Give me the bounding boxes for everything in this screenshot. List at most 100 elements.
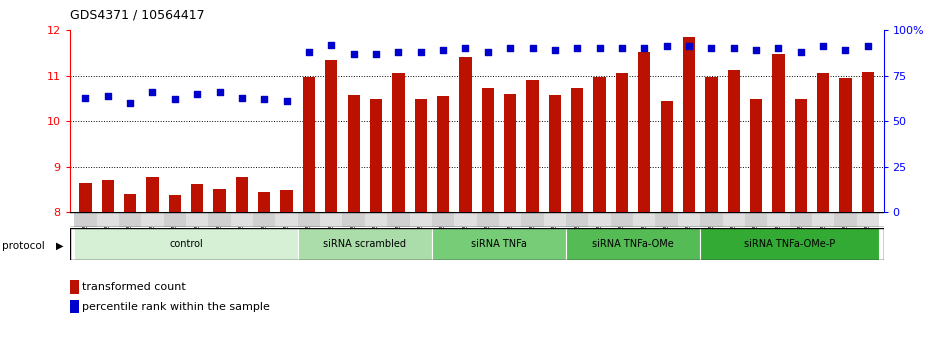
Bar [365, 212, 387, 227]
Point [749, 47, 764, 53]
Bar [97, 212, 119, 227]
Text: percentile rank within the sample: percentile rank within the sample [82, 302, 270, 312]
Point [704, 45, 719, 51]
Bar [437, 96, 449, 212]
Point [659, 44, 674, 49]
Bar [526, 80, 538, 212]
Bar [549, 95, 561, 212]
Point [167, 97, 182, 102]
Bar [432, 212, 454, 227]
Point [301, 49, 316, 55]
Bar [522, 212, 544, 227]
Point [548, 47, 563, 53]
Point [682, 44, 697, 49]
Bar [589, 212, 611, 227]
Point [838, 47, 853, 53]
Bar [119, 212, 141, 227]
Point [481, 49, 496, 55]
Bar [348, 95, 360, 212]
Bar [253, 212, 275, 227]
Text: siRNA TNFa: siRNA TNFa [471, 239, 527, 249]
Bar [544, 212, 566, 227]
Bar [101, 179, 113, 212]
Bar [231, 212, 253, 227]
Bar [432, 228, 566, 260]
Bar [164, 212, 186, 227]
Point [458, 45, 472, 51]
Text: transformed count: transformed count [82, 282, 186, 292]
Point [391, 49, 405, 55]
Point [123, 100, 138, 106]
Bar [660, 101, 672, 212]
Point [190, 91, 205, 97]
Bar [504, 94, 516, 212]
Bar [857, 212, 879, 227]
Bar [700, 212, 723, 227]
Bar [342, 212, 365, 227]
Bar [320, 212, 342, 227]
Point [793, 49, 808, 55]
Bar [705, 76, 718, 212]
Bar [168, 195, 181, 212]
Bar [235, 177, 248, 212]
Bar [476, 212, 499, 227]
Bar [208, 212, 231, 227]
Bar [326, 60, 338, 212]
Point [145, 89, 160, 95]
Point [816, 44, 830, 49]
Point [771, 45, 786, 51]
Bar [499, 212, 522, 227]
Bar [817, 73, 830, 212]
Bar [571, 88, 583, 212]
Bar [678, 212, 700, 227]
Point [637, 45, 652, 51]
Bar [633, 212, 656, 227]
Bar [616, 73, 628, 212]
Point [257, 97, 272, 102]
Bar [74, 212, 97, 227]
Point [860, 44, 875, 49]
Bar [459, 57, 472, 212]
Bar [656, 212, 678, 227]
Bar [566, 228, 700, 260]
Point [212, 89, 227, 95]
Bar [862, 72, 874, 212]
Text: siRNA scrambled: siRNA scrambled [324, 239, 406, 249]
Bar [611, 212, 633, 227]
Bar [723, 212, 745, 227]
Point [78, 95, 93, 101]
Bar [191, 184, 204, 212]
Bar [772, 54, 785, 212]
Bar [566, 212, 589, 227]
Bar [409, 212, 432, 227]
Point [503, 45, 518, 51]
Bar [454, 212, 476, 227]
Bar [812, 212, 834, 227]
Bar [303, 77, 315, 212]
Bar [124, 194, 137, 212]
Bar [750, 99, 763, 212]
Bar [700, 228, 879, 260]
Bar [794, 99, 807, 212]
Point [525, 45, 540, 51]
Bar [146, 177, 159, 212]
Bar [387, 212, 409, 227]
Bar [482, 88, 494, 212]
Bar [298, 228, 432, 260]
Point [570, 45, 585, 51]
Bar [186, 212, 208, 227]
Text: GDS4371 / 10564417: GDS4371 / 10564417 [70, 9, 205, 22]
Point [615, 45, 630, 51]
Bar [275, 212, 298, 227]
Bar [593, 76, 605, 212]
Point [346, 51, 361, 57]
Text: protocol: protocol [2, 241, 45, 251]
Point [279, 98, 294, 104]
Point [368, 51, 383, 57]
Point [234, 95, 249, 101]
Point [413, 49, 428, 55]
Bar [638, 52, 650, 212]
Bar [392, 73, 405, 212]
Bar [259, 192, 271, 212]
Point [726, 45, 741, 51]
